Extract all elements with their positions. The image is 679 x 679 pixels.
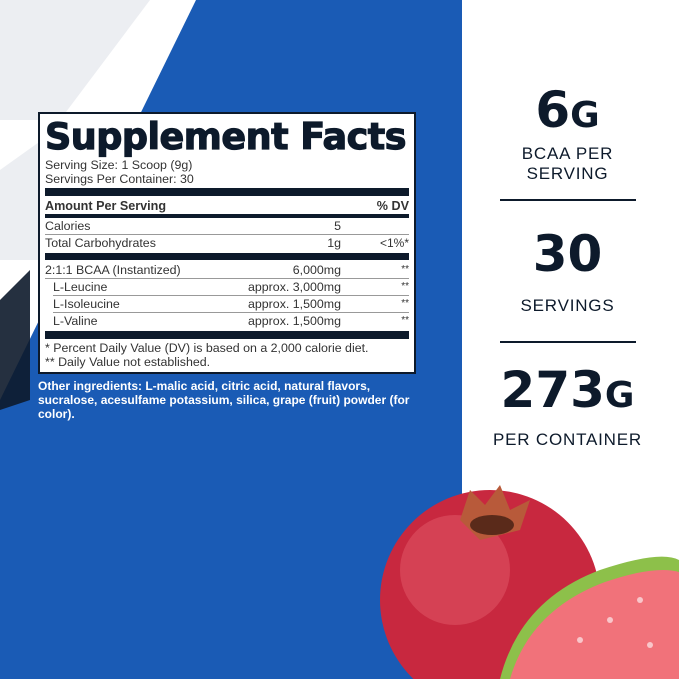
stat-caption: BCAA PER SERVING [521, 144, 614, 183]
nutrient-row: Total Carbohydrates 1g <1%* [45, 235, 409, 251]
nutrient-amount: 1g [327, 236, 341, 250]
nutrient-dv: ** [401, 264, 409, 275]
divider [45, 188, 409, 196]
footnote: ** Daily Value not established. [45, 355, 211, 369]
stat-bcaa: 6G BCAA PER SERVING [480, 82, 655, 184]
nutrient-row: Calories 5 [45, 218, 409, 235]
label-title: Supplement Facts [44, 115, 407, 158]
other-ingredients: Other ingredients: L-malic acid, citric … [38, 379, 410, 421]
stat-unit: G [570, 95, 600, 136]
nutrient-name: 2:1:1 BCAA (Instantized) [45, 263, 181, 277]
nutrient-row: 2:1:1 BCAA (Instantized) 6,000mg ** [45, 262, 409, 279]
dv-header: % DV [376, 199, 409, 213]
header-row: Amount Per Serving % DV [45, 198, 409, 214]
stat-servings: 30 SERVINGS [480, 226, 655, 316]
stat-caption: SERVINGS [520, 296, 615, 315]
nutrient-amount: 6,000mg [292, 263, 341, 277]
nutrient-name: Calories [45, 219, 91, 233]
nutrient-dv: <1%* [379, 236, 409, 250]
supplement-facts-label: Supplement Facts Serving Size: 1 Scoop (… [38, 112, 416, 374]
nutrient-amount: approx. 1,500mg [248, 297, 341, 311]
nutrient-row: L-Isoleucine approx. 1,500mg ** [53, 296, 409, 313]
nutrient-dv: ** [401, 298, 409, 309]
nutrient-amount: approx. 3,000mg [248, 280, 341, 294]
divider [45, 331, 409, 339]
amount-header: Amount Per Serving [45, 199, 167, 213]
nutrient-dv: ** [401, 315, 409, 326]
stat-value: 6 [535, 81, 571, 139]
label-column: Supplement Facts Serving Size: 1 Scoop (… [38, 112, 428, 421]
nutrient-name: L-Leucine [53, 280, 108, 294]
nutrient-row: L-Leucine approx. 3,000mg ** [53, 279, 409, 296]
nutrient-dv: ** [401, 281, 409, 292]
divider [500, 341, 636, 343]
divider [45, 214, 409, 218]
nutrient-name: L-Valine [53, 314, 98, 328]
serving-size: Serving Size: 1 Scoop (9g) [45, 158, 193, 172]
nutrient-name: L-Isoleucine [53, 297, 120, 311]
stat-caption: PER CONTAINER [493, 430, 642, 449]
footnote: * Percent Daily Value (DV) is based on a… [45, 341, 369, 355]
nutrient-amount: approx. 1,500mg [248, 314, 341, 328]
nutrient-name: Total Carbohydrates [45, 236, 156, 250]
stat-container: 273G PER CONTAINER [470, 362, 665, 450]
divider [45, 253, 409, 260]
stat-value: 30 [532, 225, 603, 283]
divider [500, 199, 636, 201]
nutrient-row: L-Valine approx. 1,500mg ** [53, 313, 409, 329]
stat-value: 273 [500, 361, 605, 419]
stat-unit: G [604, 375, 635, 416]
guava-image [500, 556, 679, 679]
nutrient-amount: 5 [334, 219, 341, 233]
servings-per-container: Servings Per Container: 30 [45, 172, 194, 186]
